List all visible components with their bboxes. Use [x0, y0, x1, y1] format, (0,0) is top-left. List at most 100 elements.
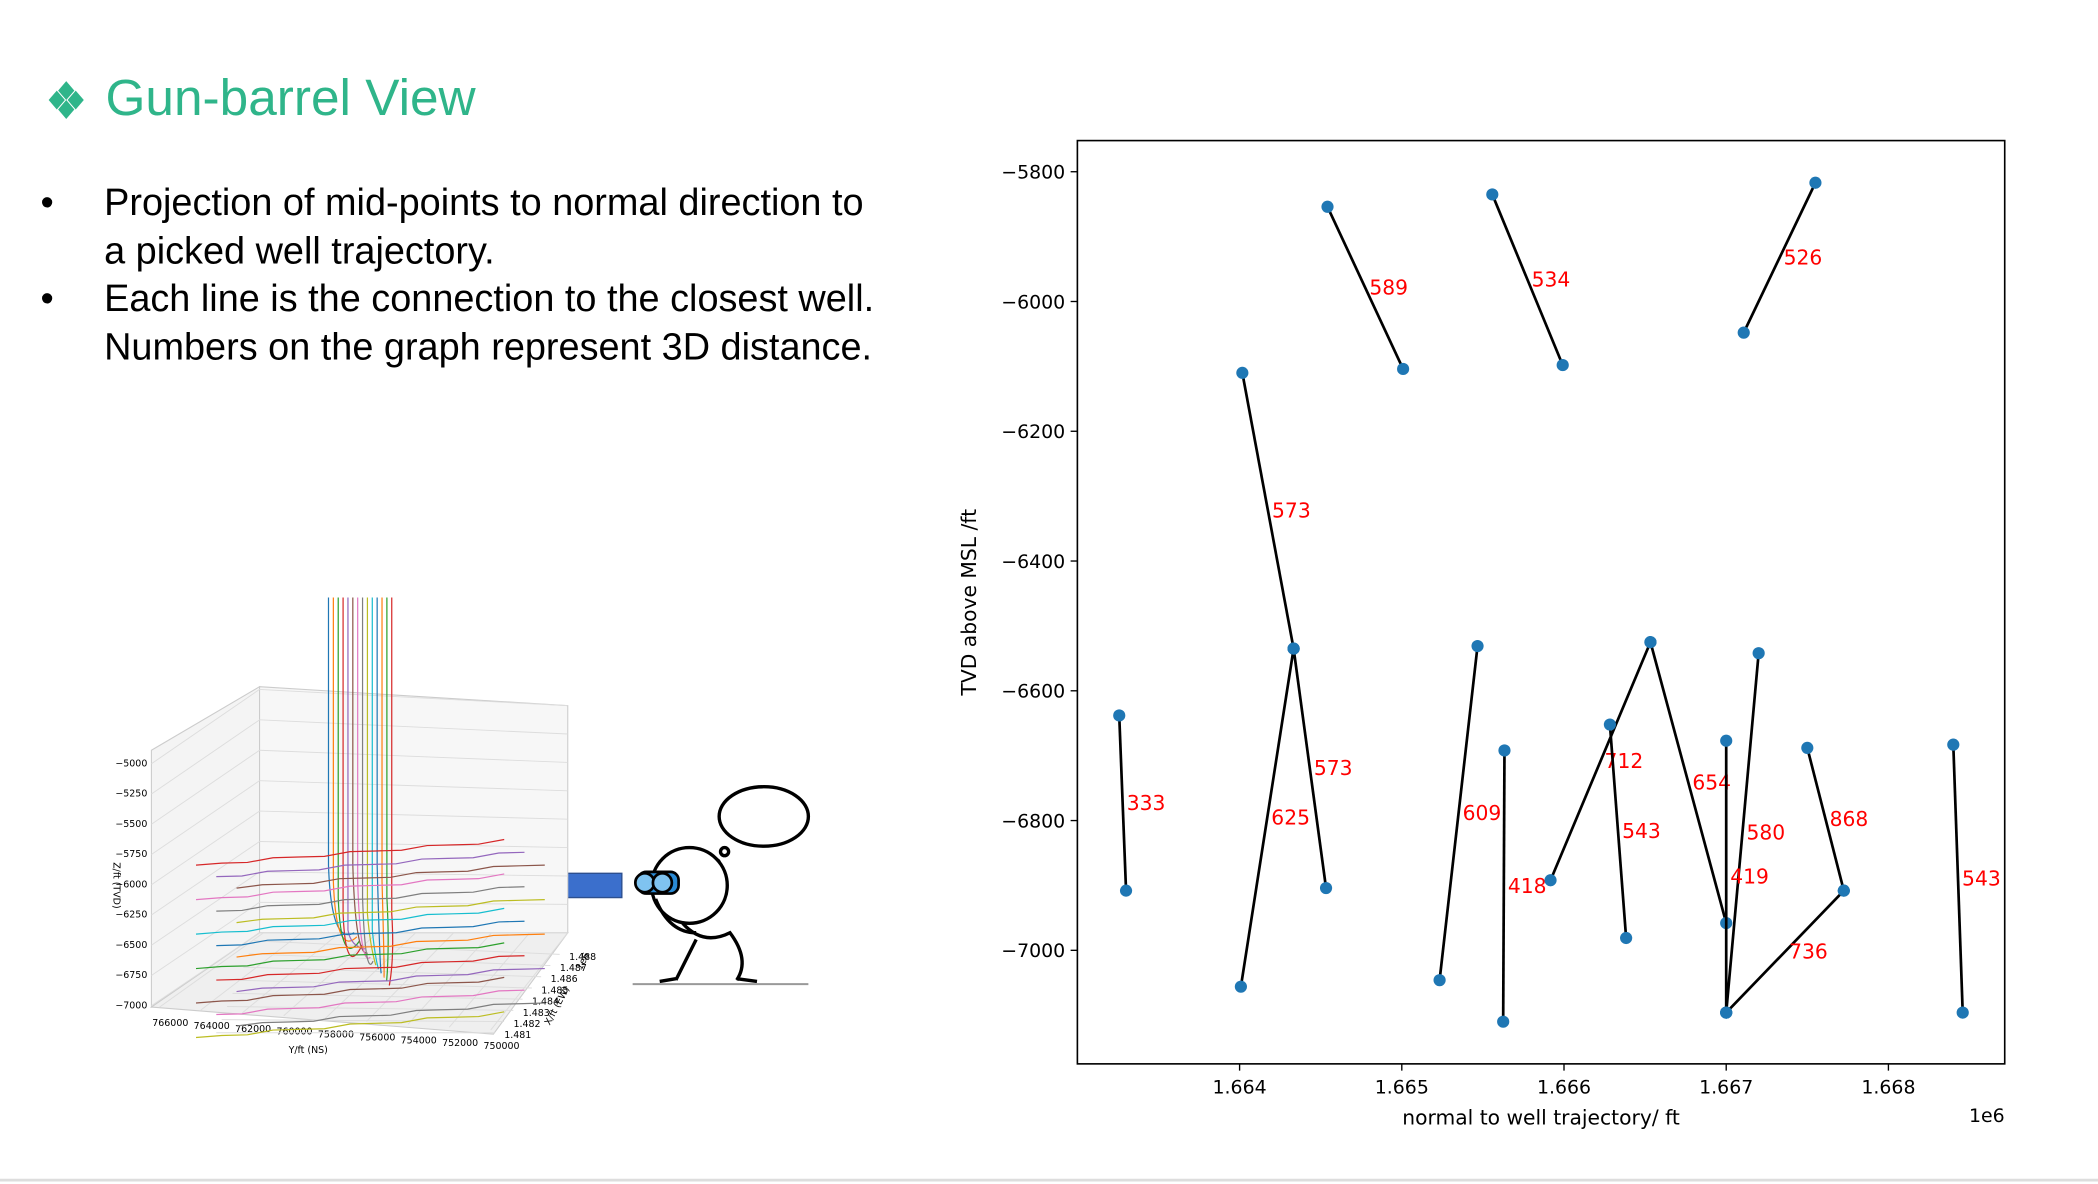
x-tick-label: 1.666	[1537, 1077, 1591, 1099]
point	[1809, 176, 1822, 189]
connection	[1725, 889, 1845, 1014]
point	[1113, 709, 1126, 722]
x-grid	[237, 979, 532, 989]
well-trace	[216, 886, 525, 912]
connection	[1491, 193, 1564, 366]
well-trace	[342, 597, 363, 958]
distance-label: 543	[1622, 819, 1661, 843]
distance-label: 589	[1369, 276, 1408, 300]
y-grid	[242, 932, 340, 1014]
x-tick-label: 1.481	[504, 1030, 531, 1041]
distance-label: 418	[1508, 874, 1547, 898]
x-tick-label: 1.668	[1861, 1077, 1915, 1099]
well-trace	[376, 597, 382, 974]
connection	[1724, 653, 1760, 1013]
y-grid	[200, 932, 302, 1011]
well-trace	[195, 907, 505, 935]
heading: Gun-barrel View	[105, 70, 476, 128]
point	[1737, 326, 1750, 339]
y-tick-label: 756000	[359, 1032, 395, 1043]
x-grid	[221, 1019, 505, 1023]
point	[1433, 974, 1446, 987]
well-trace	[337, 597, 361, 949]
x-tick-label: 1.487	[560, 963, 587, 974]
point	[1319, 881, 1333, 895]
y-tick-label: 766000	[152, 1018, 188, 1029]
connection	[1326, 206, 1405, 370]
x-grid	[254, 940, 560, 955]
z-grid	[151, 719, 260, 795]
z-tick-label: −6750	[115, 970, 147, 981]
connection	[1806, 747, 1846, 891]
z-grid	[259, 719, 568, 735]
x-tick-label: 1.483	[523, 1008, 550, 1019]
point	[1397, 362, 1410, 376]
connection	[1742, 182, 1817, 334]
well-trace	[366, 597, 377, 966]
wall	[259, 686, 569, 934]
well-trace	[236, 899, 545, 924]
point	[1603, 718, 1616, 731]
y-tick-label: −6400	[1001, 551, 1065, 573]
connection	[1239, 648, 1295, 987]
x-tick-label: 1.484	[532, 997, 559, 1008]
x-tick-label: 1.482	[513, 1019, 540, 1030]
x-grid	[232, 992, 523, 1000]
y-tick-label: 760000	[276, 1027, 312, 1038]
distance-label: 654	[1692, 770, 1731, 794]
point	[1234, 980, 1247, 993]
z-tick-label: −5500	[115, 819, 147, 830]
y-tick-label: 758000	[318, 1030, 354, 1041]
point	[1956, 1006, 1969, 1019]
point	[1471, 639, 1484, 653]
well-trace	[216, 955, 525, 981]
x-tick-label: 1.667	[1699, 1077, 1753, 1099]
point	[1544, 874, 1557, 887]
z-grid	[259, 841, 568, 849]
y-tick-label: 764000	[194, 1021, 230, 1032]
distance-label: 736	[1789, 939, 1828, 963]
x-grid	[248, 953, 551, 967]
point	[1644, 636, 1657, 649]
z-grid	[259, 810, 568, 820]
point	[1752, 647, 1765, 660]
distance-label: 526	[1784, 245, 1823, 269]
distance-label: 573	[1272, 499, 1311, 523]
connection	[1649, 641, 1728, 924]
z-tick-label: −6000	[115, 879, 147, 890]
well-trace	[236, 1002, 545, 1027]
z-grid	[259, 901, 568, 905]
distance-label: 534	[1532, 268, 1571, 292]
well-trace	[381, 597, 385, 978]
distance-label: 543	[1962, 866, 2001, 890]
point	[1720, 1006, 1733, 1019]
distance-label: 609	[1463, 801, 1502, 825]
z-tick-label: −5000	[115, 758, 147, 769]
z-tick-label: −6250	[115, 910, 147, 921]
inset-3d: −5000 −5250 −5500 −5750 −6000 −6250 −6500 −6750…	[111, 597, 596, 1056]
z-grid	[259, 749, 568, 763]
y-tick-label: −5800	[1001, 161, 1065, 183]
connection	[1117, 715, 1128, 891]
z-grid	[151, 901, 260, 976]
z-grid	[151, 749, 260, 825]
well-trace	[195, 976, 505, 1004]
well-trace	[216, 989, 525, 1016]
well-trace	[236, 864, 545, 889]
distance-label: 868	[1830, 807, 1869, 831]
well-trace	[236, 967, 545, 993]
point	[1498, 744, 1511, 757]
point	[1321, 200, 1334, 213]
z-axis-label: Z/ft (TVD)	[111, 862, 122, 908]
x-tick-label: 1.488	[569, 952, 596, 963]
distance-label: 712	[1605, 749, 1644, 773]
connection	[1608, 724, 1628, 939]
y-tick-label: 752000	[442, 1038, 478, 1049]
connection	[1501, 750, 1506, 1022]
z-tick-label: −5750	[115, 849, 147, 860]
y-axis-label: Y/ft (NS)	[288, 1045, 328, 1056]
distance-label: 625	[1271, 805, 1310, 829]
well-trace	[357, 597, 371, 959]
point	[1486, 188, 1499, 201]
